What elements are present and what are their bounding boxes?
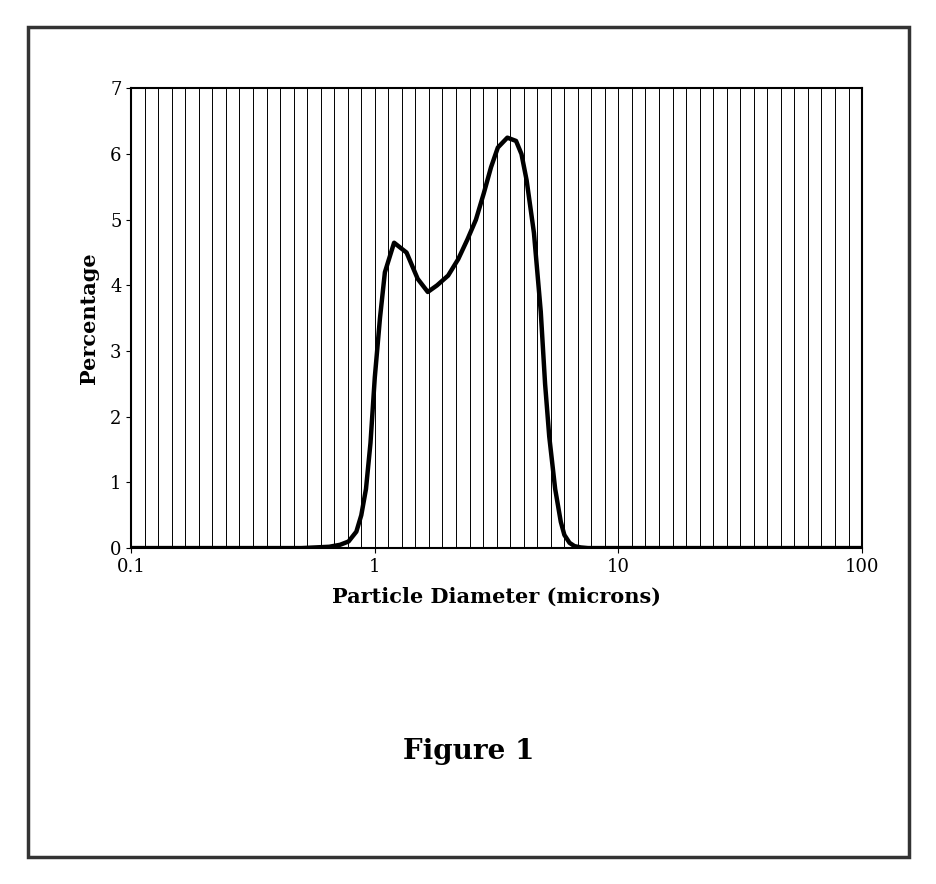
Y-axis label: Percentage: Percentage [79,253,98,384]
X-axis label: Particle Diameter (microns): Particle Diameter (microns) [331,587,661,607]
Text: Figure 1: Figure 1 [402,738,534,765]
